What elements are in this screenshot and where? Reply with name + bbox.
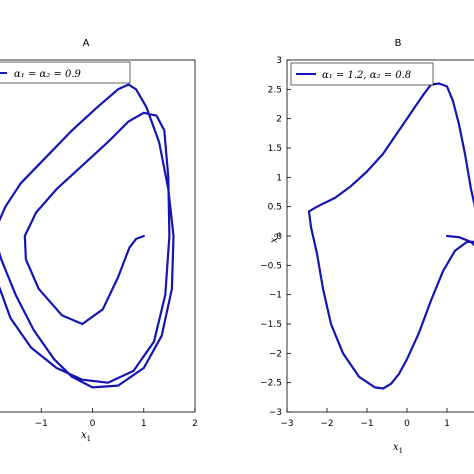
panel-b-legend: α₁ = 1.2, α₂ = 0.8 <box>290 62 434 86</box>
panel-a-axes-frame <box>0 59 196 413</box>
panel-a-legend-box <box>0 61 131 84</box>
panel-b-ytick-label: 0.5 <box>268 203 282 213</box>
panel-b-xtick-label: 0 <box>404 419 410 429</box>
panel-b-ytick-label: 1 <box>276 173 282 183</box>
panel-a-legend-label: α₁ = α₂ = 0.9 <box>14 69 82 80</box>
panel-b-ytick-label: 0 <box>276 232 282 242</box>
panel-a-xtick-label: 2 <box>192 419 198 429</box>
panel-b-xtick-label: 1 <box>444 419 450 429</box>
panel-b-title: B <box>395 38 402 49</box>
panel-a-xlabel-sub: 1 <box>87 435 91 443</box>
panel-a-series-0-line <box>0 83 175 389</box>
panel-b-xlabel: x1 <box>393 442 403 455</box>
panel-b-xtick-label: −1 <box>360 419 373 429</box>
panel-b-ytick-label: −0.5 <box>260 261 282 271</box>
panel-b-ytick-label: −1.5 <box>260 320 282 330</box>
panel-a-series-group <box>0 83 175 389</box>
panel-b-ytick-label: 2.5 <box>268 85 282 95</box>
panel-a-xtick-label: 1 <box>141 419 147 429</box>
panel-a-title: A <box>83 38 90 49</box>
panel-b-ytick-label: −3 <box>269 408 282 418</box>
panel-b-ytick-label: 1.5 <box>268 144 282 154</box>
panel-b-xtick-label: −2 <box>320 419 333 429</box>
panel-a: A −1 0 1 2 x1 α₁ = α₂ = 0.9 <box>0 38 198 443</box>
panel-b-xlabel-sub: 1 <box>399 447 403 455</box>
panel-a-xlabel: x1 <box>81 430 91 443</box>
panel-b-ylabel: x2 <box>269 233 282 243</box>
panel-b-legend-label: α₁ = 1.2, α₂ = 0.8 <box>322 70 411 81</box>
panel-b-ytick-label: 3 <box>276 56 282 66</box>
panel-a-legend: α₁ = α₂ = 0.9 <box>0 61 131 84</box>
panel-b-y-ticks: −3 −2.5 −2 −1.5 −1 −0.5 0 0.5 1 1.5 2 2.5 3 <box>260 56 291 418</box>
panel-b-series-group <box>307 82 474 390</box>
panel-b-ylabel-main: x <box>269 237 280 243</box>
panel-a-xlabel-main: x <box>81 430 87 441</box>
panel-b-ytick-label: 2 <box>276 115 282 125</box>
panel-b-series-0-line <box>307 82 474 390</box>
panel-b-ytick-label: −1 <box>269 291 282 301</box>
panel-b-xtick-label: −3 <box>280 419 293 429</box>
panel-b-xlabel-main: x <box>393 442 399 453</box>
panel-b-ytick-label: −2 <box>269 349 282 359</box>
panel-b: B −3 −2 −1 0 1 2 −3 −2.5 −2 −1.5 −1 −0.5 0 0.5 1 1.5 2 2… <box>260 38 474 455</box>
panel-a-x-ticks: −1 0 1 2 <box>35 408 198 429</box>
panel-b-ylabel-sub: 2 <box>274 233 282 237</box>
panel-a-xtick-label: −1 <box>35 419 48 429</box>
panel-b-legend-box <box>290 62 434 86</box>
panel-b-ytick-label: −2.5 <box>260 379 282 389</box>
panel-a-xtick-label: 0 <box>90 419 96 429</box>
